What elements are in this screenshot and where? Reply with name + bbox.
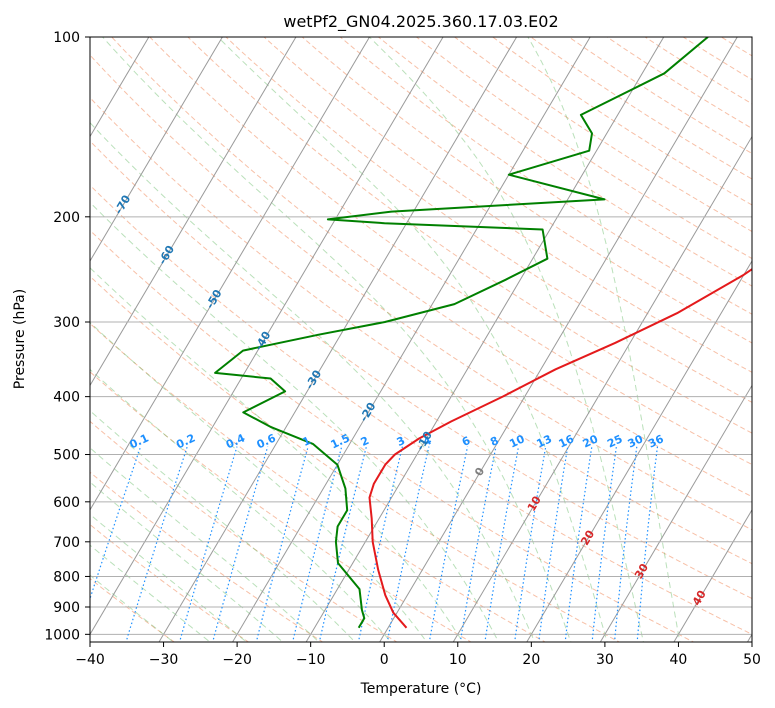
isotherm <box>599 384 752 642</box>
isotherm <box>90 37 150 138</box>
mixing-ratio-line <box>255 446 309 642</box>
dry-adiabat <box>90 140 752 600</box>
isotherm <box>231 37 591 642</box>
dry-adiabat <box>90 322 547 642</box>
mixing-ratio-line <box>291 446 343 642</box>
isotherm <box>90 37 371 511</box>
x-tick-label: −30 <box>149 652 179 668</box>
dry-adiabat <box>90 420 398 642</box>
isotherm <box>305 37 665 642</box>
mixing-ratio-line <box>125 446 188 642</box>
moist-adiabat <box>369 37 644 642</box>
dry-adiabat <box>90 184 752 635</box>
moist-adiabat <box>527 37 681 642</box>
mixing-ratio-line <box>636 446 659 642</box>
moist-adiabat <box>90 481 284 642</box>
isotherm <box>90 37 223 262</box>
mixing-ratio-line <box>538 446 569 642</box>
dry-adiabat <box>90 371 472 642</box>
y-axis-title: Pressure (hPa) <box>12 289 28 389</box>
mixing-ratio-label: 16 <box>557 432 577 450</box>
moist-adiabat <box>217 37 608 642</box>
mixing-ratio-label: 13 <box>535 432 554 450</box>
moist-adiabat <box>90 201 500 642</box>
chart-title: wetPf2_GN04.2025.360.17.03.E02 <box>283 12 558 32</box>
dry-adiabat <box>149 37 752 466</box>
y-tick-label: 300 <box>53 315 80 331</box>
isotherm <box>673 508 752 642</box>
y-tick-label: 1000 <box>44 627 80 643</box>
x-axis-ticks: −40 −30 −20 −10 0 10 20 30 40 50 <box>75 642 761 668</box>
y-tick-label: 200 <box>53 210 80 226</box>
moist-adiabat <box>90 121 536 642</box>
y-tick-label: 500 <box>53 448 80 464</box>
mixing-ratio-line <box>591 446 617 642</box>
x-tick-label: 30 <box>596 652 614 668</box>
mixing-ratio-label: 30 <box>626 432 646 450</box>
background-lines <box>90 37 752 642</box>
mixing-ratio-line <box>564 446 593 642</box>
mixing-ratio-line <box>178 446 238 642</box>
dry-adiabat <box>90 229 695 642</box>
y-axis-ticks: 1000 900 800 700 600 500 400 300 200 100 <box>44 30 90 643</box>
plot-frame <box>89 36 753 643</box>
dewpoint-line <box>214 37 709 629</box>
y-tick-label: 400 <box>53 390 80 406</box>
dry-adiabat <box>339 37 752 315</box>
x-tick-label: 0 <box>380 652 389 668</box>
x-tick-label: −20 <box>222 652 252 668</box>
x-tick-label: 20 <box>522 652 540 668</box>
moist-adiabat <box>90 410 356 642</box>
temperature-line <box>368 268 752 629</box>
mixing-ratio-line <box>428 446 469 642</box>
dry-adiabat <box>90 54 752 531</box>
mixing-ratio-label: 10 <box>507 432 527 450</box>
x-tick-label: 10 <box>449 652 467 668</box>
dry-adiabat <box>263 37 752 373</box>
moist-adiabat <box>90 321 428 642</box>
mixing-ratio-line <box>514 446 547 642</box>
mixing-ratio-label: 25 <box>605 432 624 450</box>
mixing-ratio-label: 36 <box>646 432 666 450</box>
dry-adiabat <box>90 97 752 565</box>
isotherm <box>379 37 738 642</box>
mixing-ratio-line <box>211 446 269 642</box>
x-tick-label: 40 <box>670 652 688 668</box>
moist-adiabat <box>102 37 572 642</box>
mixing-ratio-line <box>459 446 497 642</box>
x-axis-title: Temperature (°C) <box>360 681 482 697</box>
moist-adiabat <box>90 447 320 642</box>
isotherm <box>158 37 518 642</box>
mixing-ratio-line <box>484 446 520 642</box>
mixing-ratio-line <box>613 446 638 642</box>
isotherm <box>526 260 752 642</box>
x-tick-label: −10 <box>296 652 326 668</box>
x-tick-label: −40 <box>75 652 105 668</box>
mixing-ratio-line <box>318 446 367 642</box>
mixing-ratio-label: 20 <box>581 432 601 450</box>
sounding-series <box>214 37 752 629</box>
y-tick-label: 800 <box>53 569 80 585</box>
y-tick-label: 900 <box>53 600 80 616</box>
dry-adiabat <box>111 37 752 498</box>
dry-adiabat <box>90 275 621 642</box>
dry-adiabat <box>90 523 250 642</box>
y-tick-label: 600 <box>53 495 80 511</box>
isotherm <box>90 37 444 636</box>
y-tick-label: 100 <box>53 30 80 46</box>
moist-adiabat <box>90 267 464 642</box>
y-tick-label: 700 <box>53 535 80 551</box>
x-tick-label: 50 <box>743 652 761 668</box>
mixing-ratio-line <box>386 446 430 642</box>
dry-adiabat <box>301 37 752 344</box>
isotherm <box>90 37 297 387</box>
